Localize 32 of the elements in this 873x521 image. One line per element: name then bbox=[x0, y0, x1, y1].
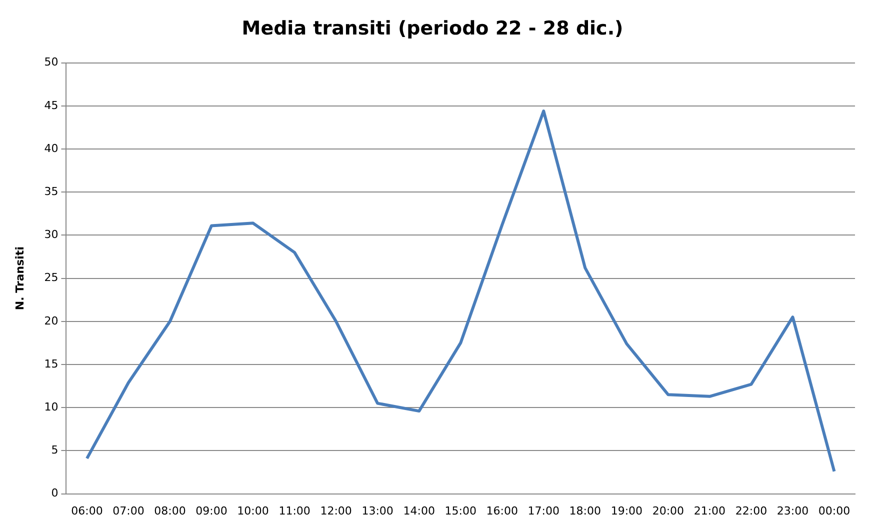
x-tick-label: 18:00 bbox=[569, 504, 601, 518]
y-tick-label: 20 bbox=[44, 314, 58, 328]
x-tick-label: 14:00 bbox=[403, 504, 435, 518]
y-tick-label: 45 bbox=[44, 98, 58, 112]
x-tick-label: 13:00 bbox=[362, 504, 394, 518]
chart-title: Media transiti (periodo 22 - 28 dic.) bbox=[242, 17, 624, 40]
y-tick-label: 50 bbox=[44, 56, 58, 69]
x-tick-label: 07:00 bbox=[112, 504, 144, 518]
x-tick-label: 10:00 bbox=[237, 504, 269, 518]
x-tick-label: 23:00 bbox=[776, 504, 809, 518]
y-tick-label: 25 bbox=[44, 271, 58, 284]
x-tick-label: 00:00 bbox=[818, 504, 850, 518]
x-tick-label: 21:00 bbox=[694, 504, 726, 518]
x-tick-label: 09:00 bbox=[196, 504, 228, 518]
y-tick-label: 30 bbox=[44, 228, 58, 242]
y-tick-label: 0 bbox=[51, 486, 58, 500]
x-tick-label: 20:00 bbox=[652, 504, 684, 518]
y-axis-title: N. Transiti bbox=[13, 246, 26, 310]
y-tick-label: 5 bbox=[51, 444, 58, 457]
x-tick-label: 15:00 bbox=[444, 504, 476, 518]
x-tick-label: 22:00 bbox=[735, 504, 768, 518]
x-tick-label: 11:00 bbox=[278, 504, 310, 518]
x-tick-label: 19:00 bbox=[610, 504, 643, 518]
y-tick-label: 10 bbox=[44, 400, 58, 414]
y-tick-label: 15 bbox=[44, 357, 58, 370]
x-tick-label: 17:00 bbox=[528, 504, 560, 518]
x-tick-label: 06:00 bbox=[71, 504, 103, 518]
x-tick-label: 08:00 bbox=[154, 504, 186, 518]
x-tick-label: 16:00 bbox=[486, 504, 518, 518]
x-tick-label: 12:00 bbox=[320, 504, 352, 518]
y-tick-label: 35 bbox=[44, 184, 58, 198]
y-tick-label: 40 bbox=[44, 142, 58, 155]
